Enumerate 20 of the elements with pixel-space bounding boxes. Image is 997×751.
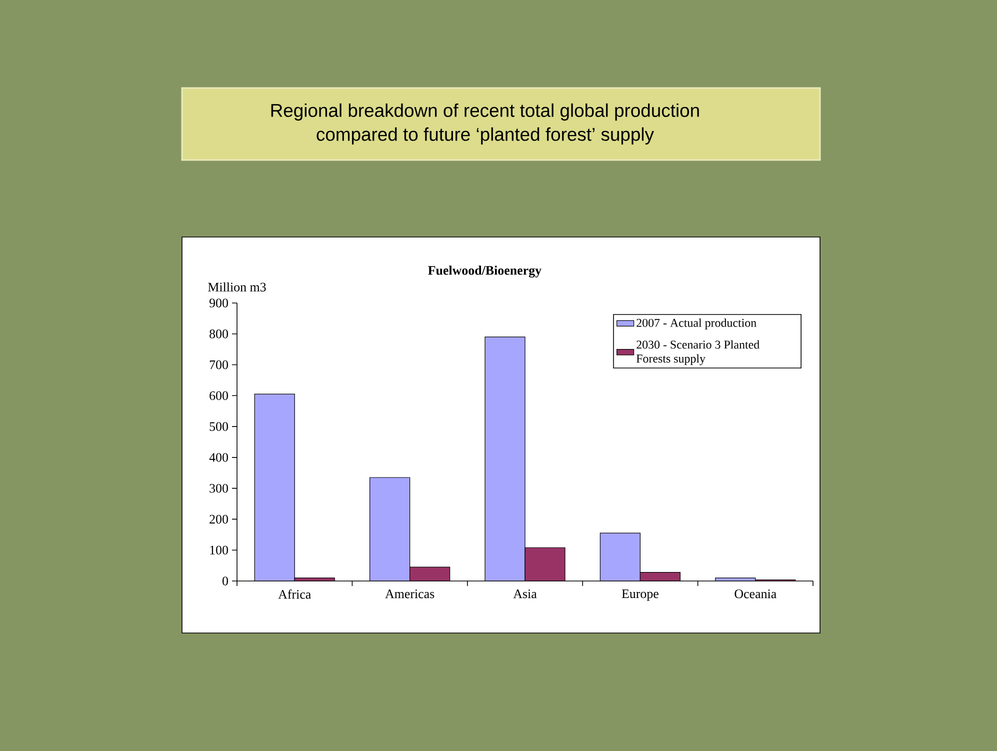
y-tick-label: 200 xyxy=(210,514,228,524)
x-tick-label: Americas xyxy=(385,590,434,598)
x-tick-label: Africa xyxy=(278,590,311,599)
y-tick-label: 800 xyxy=(210,330,228,338)
y-tick-label: 500 xyxy=(210,422,228,431)
x-tick-label: Europe xyxy=(622,590,658,601)
legend-label: 2030 - Scenario 3 Planted Forests supply xyxy=(636,340,760,366)
y-tick-label: 900 xyxy=(209,298,228,308)
y-tick-label: 300 xyxy=(210,484,228,493)
y-axis-title: Million m3 xyxy=(208,282,266,292)
x-tick-label: Oceania xyxy=(734,590,776,598)
chart-subtitle: Fuelwood/Bioenergy xyxy=(428,266,542,278)
x-tick-label: Asia xyxy=(513,590,537,598)
chart-title: Regional breakdown of recent total global production compared to future ‘planted forest’ supply xyxy=(271,103,699,145)
legend-label: 2007 - Actual production xyxy=(636,318,756,330)
y-tick-label: 400 xyxy=(209,453,228,462)
y-tick-label: 100 xyxy=(210,546,228,554)
y-tick-label: 700 xyxy=(210,360,228,370)
y-tick-label: 0 xyxy=(222,576,228,586)
y-tick-label: 600 xyxy=(210,391,228,400)
